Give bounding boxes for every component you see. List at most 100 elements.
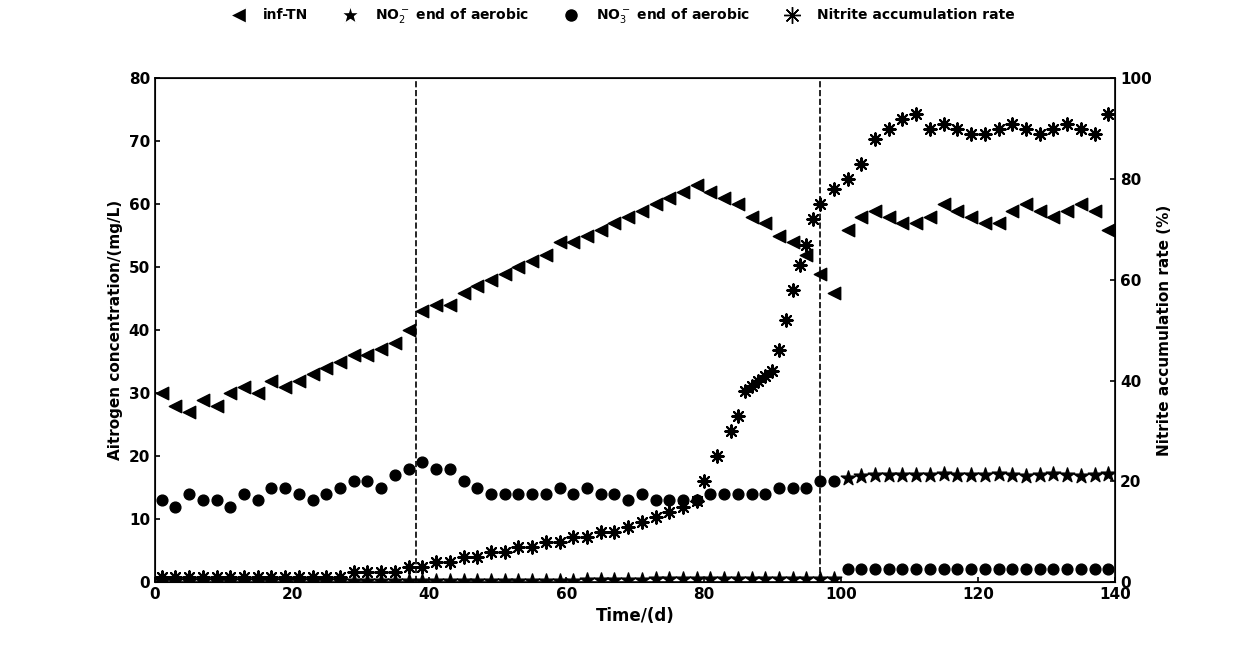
- Point: [550, 536, 570, 547]
- Point: [1057, 118, 1077, 129]
- Point: [1016, 564, 1036, 575]
- Point: [508, 489, 528, 499]
- Point: [275, 576, 295, 587]
- Point: [467, 483, 487, 493]
- Point: [605, 526, 624, 537]
- Point: [934, 469, 954, 479]
- Point: [1057, 470, 1077, 480]
- Point: [275, 483, 295, 493]
- Point: [1098, 224, 1118, 235]
- Point: [302, 369, 322, 379]
- Point: [824, 476, 844, 487]
- Point: [330, 483, 349, 493]
- Point: [729, 199, 748, 209]
- Point: [481, 275, 501, 285]
- Point: [261, 572, 281, 582]
- Point: [207, 576, 227, 587]
- Point: [1070, 199, 1090, 209]
- Point: [961, 129, 981, 139]
- Point: [824, 184, 844, 194]
- Point: [426, 576, 446, 587]
- Point: [906, 564, 926, 575]
- Point: [316, 489, 336, 499]
- Point: [673, 574, 693, 584]
- Point: [989, 564, 1009, 575]
- Point: [550, 483, 570, 493]
- Point: [769, 231, 789, 241]
- Point: [646, 574, 665, 584]
- Point: [399, 576, 419, 587]
- Point: [577, 483, 597, 493]
- Point: [694, 476, 714, 487]
- Point: [756, 218, 776, 228]
- Point: [577, 575, 597, 585]
- Point: [193, 576, 213, 587]
- Point: [851, 471, 871, 481]
- Point: [686, 496, 706, 507]
- Point: [399, 464, 419, 474]
- Point: [961, 470, 981, 480]
- Point: [453, 476, 473, 487]
- Point: [878, 564, 898, 575]
- Point: [426, 464, 446, 474]
- Point: [707, 451, 727, 462]
- Point: [275, 382, 295, 392]
- Point: [508, 542, 528, 552]
- Point: [1030, 205, 1049, 216]
- Point: [302, 495, 322, 506]
- Point: [906, 218, 926, 228]
- Point: [166, 400, 186, 411]
- Point: [742, 489, 762, 499]
- Point: [1016, 199, 1036, 209]
- Point: [1030, 564, 1049, 575]
- Text: Period 3: Period 3: [909, 54, 975, 69]
- Point: [892, 564, 912, 575]
- Point: [248, 572, 268, 582]
- Point: [234, 572, 254, 582]
- Point: [591, 489, 611, 499]
- Point: [221, 576, 240, 587]
- Point: [659, 574, 679, 584]
- Point: [275, 572, 295, 582]
- Point: [975, 470, 995, 480]
- Point: [838, 473, 857, 483]
- Point: [550, 576, 570, 586]
- Point: [735, 385, 755, 396]
- Point: [344, 567, 364, 577]
- Point: [536, 249, 556, 260]
- Point: [166, 501, 186, 511]
- Point: [289, 572, 309, 582]
- Point: [481, 489, 501, 499]
- Point: [810, 268, 830, 279]
- Point: [577, 532, 597, 542]
- Point: [934, 564, 954, 575]
- Point: [248, 388, 268, 398]
- Point: [824, 287, 844, 298]
- Point: [481, 576, 501, 587]
- Point: [152, 576, 172, 587]
- Text: Period 2: Period 2: [592, 54, 658, 69]
- Point: [934, 118, 954, 129]
- Point: [1070, 564, 1090, 575]
- Point: [564, 489, 584, 499]
- Point: [1043, 124, 1063, 134]
- Point: [399, 562, 419, 572]
- Point: [851, 212, 871, 222]
- Point: [426, 300, 446, 310]
- Point: [851, 159, 871, 169]
- Point: [1030, 129, 1049, 139]
- Point: [522, 576, 541, 586]
- Point: [742, 212, 762, 222]
- Point: [1002, 470, 1022, 480]
- Point: [659, 506, 679, 517]
- Point: [1043, 469, 1063, 479]
- Point: [618, 495, 638, 506]
- Point: [399, 325, 419, 336]
- Point: [316, 576, 336, 587]
- Point: [372, 344, 392, 354]
- Point: [344, 576, 364, 587]
- Point: [1084, 129, 1104, 139]
- Point: [1057, 205, 1077, 216]
- Point: [494, 489, 514, 499]
- Point: [564, 532, 584, 542]
